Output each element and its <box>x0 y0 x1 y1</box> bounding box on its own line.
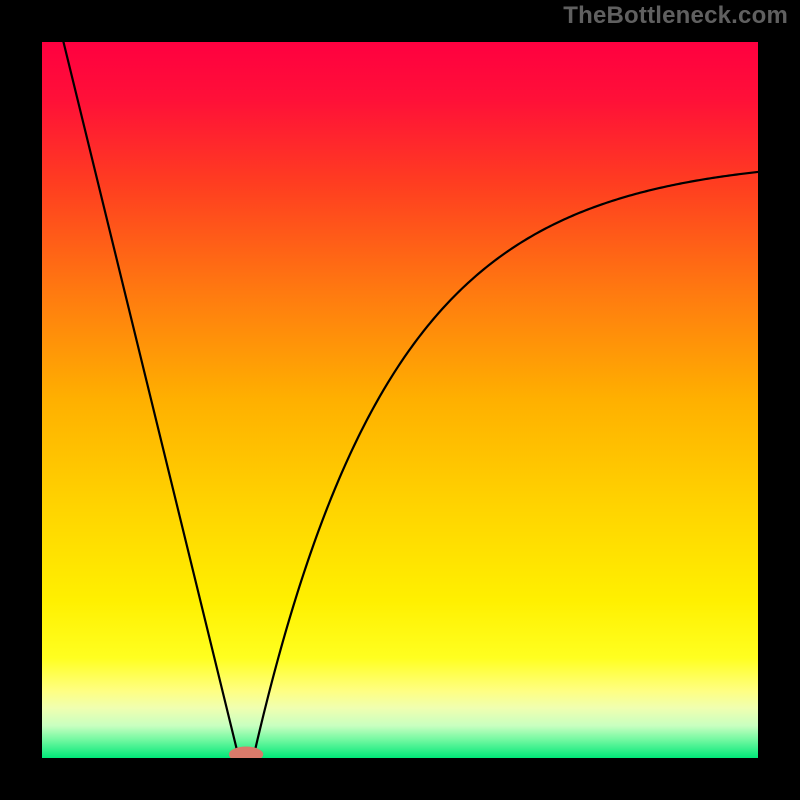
chart-plot-area <box>42 42 758 758</box>
chart-container: TheBottleneck.com <box>0 0 800 800</box>
watermark-text: TheBottleneck.com <box>563 2 788 30</box>
chart-svg <box>0 0 800 800</box>
